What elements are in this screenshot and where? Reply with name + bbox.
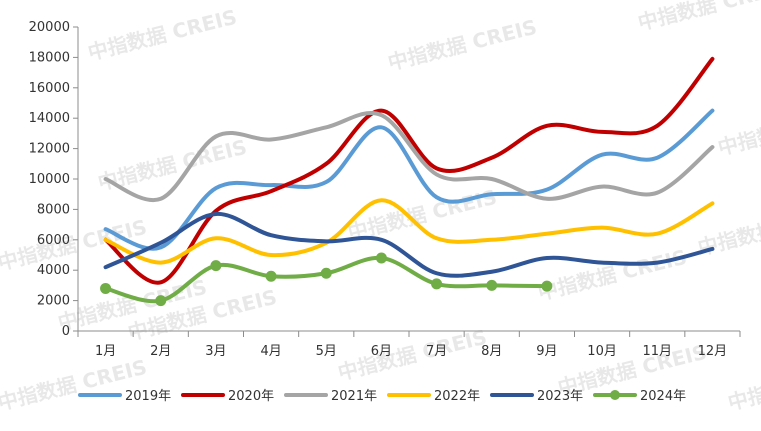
series-lines <box>100 56 715 307</box>
series-line <box>103 211 715 278</box>
axes: 0 2000 4000 6000 8000 10000 12000 14000 16000 180… <box>29 20 741 359</box>
legend-item: 2023年 <box>490 389 583 404</box>
x-tick-label: 3月 <box>205 344 226 359</box>
series-2019年 <box>103 108 715 251</box>
watermark-text: 中指数据 CREIS <box>0 355 149 415</box>
legend: 2019年 2020年 2021年 2022年 2023年 2024年 <box>78 389 686 404</box>
watermark-text: 中指数据 CREIS <box>0 215 149 275</box>
x-tick-label: 10月 <box>587 344 617 359</box>
y-tick-label: 14000 <box>29 111 70 126</box>
watermark-text: 中指数据 CREIS <box>385 15 539 75</box>
x-tick-label: 12月 <box>698 344 728 359</box>
x-tick-label: 4月 <box>260 344 281 359</box>
y-tick-label: 18000 <box>29 50 70 65</box>
series-2023年 <box>103 211 715 278</box>
data-point <box>155 295 167 307</box>
data-point <box>320 267 332 279</box>
series-line <box>103 56 715 285</box>
y-tick-label: 8000 <box>37 202 70 217</box>
x-tick-label: 6月 <box>371 344 392 359</box>
y-tick-label: 6000 <box>37 233 70 248</box>
series-2021年 <box>103 111 715 203</box>
y-tick-label: 4000 <box>37 263 70 278</box>
series-line <box>103 111 715 203</box>
watermark-text: 中指数据 CREIS <box>85 5 239 65</box>
watermark-text: 中指数据 CREIS <box>345 185 499 245</box>
x-tick-label: 1月 <box>95 344 116 359</box>
data-point <box>541 280 553 292</box>
data-point <box>431 278 443 290</box>
series-line <box>103 198 715 265</box>
watermark-text: 中指数据 CREIS <box>725 355 761 415</box>
x-tick-label: 5月 <box>316 344 337 359</box>
series-line <box>103 256 549 304</box>
legend-label: 2020年 <box>228 389 274 404</box>
y-tick-label: 10000 <box>29 172 70 187</box>
data-point <box>265 270 277 282</box>
watermark-text: 中指数据 CREIS <box>335 325 489 385</box>
watermark-text: 中指数据 CREIS <box>535 245 689 305</box>
legend-item: 2024年 <box>593 389 686 404</box>
x-tick-label: 7月 <box>426 344 447 359</box>
legend-label: 2021年 <box>331 389 377 404</box>
x-tick-label: 9月 <box>536 344 557 359</box>
y-tick-label: 16000 <box>29 81 70 96</box>
legend-label: 2022年 <box>434 389 480 404</box>
watermark-text: 中指数据 CREIS <box>635 0 761 35</box>
series-2020年 <box>103 56 715 285</box>
legend-label: 2024年 <box>640 389 686 404</box>
series-2024年 <box>100 252 553 307</box>
data-point <box>486 279 498 291</box>
x-tick-label: 8月 <box>481 344 502 359</box>
legend-item: 2021年 <box>284 389 377 404</box>
y-tick-label: 20000 <box>29 20 70 35</box>
data-point <box>100 282 112 294</box>
data-point <box>210 260 222 272</box>
y-tick-label: 12000 <box>29 142 70 157</box>
legend-item: 2022年 <box>387 389 480 404</box>
data-point <box>375 252 387 264</box>
y-tick-label: 0 <box>62 324 70 339</box>
x-tick-label: 2月 <box>150 344 171 359</box>
y-tick-label: 2000 <box>37 294 70 309</box>
legend-marker <box>610 390 620 400</box>
legend-item: 2019年 <box>78 389 171 404</box>
legend-item: 2020年 <box>181 389 274 404</box>
series-2022年 <box>103 198 715 265</box>
series-line <box>103 108 715 251</box>
watermark-text: 中指数据 CREIS <box>715 100 761 160</box>
legend-label: 2019年 <box>125 389 171 404</box>
x-tick-label: 11月 <box>642 344 672 359</box>
legend-label: 2023年 <box>537 389 583 404</box>
